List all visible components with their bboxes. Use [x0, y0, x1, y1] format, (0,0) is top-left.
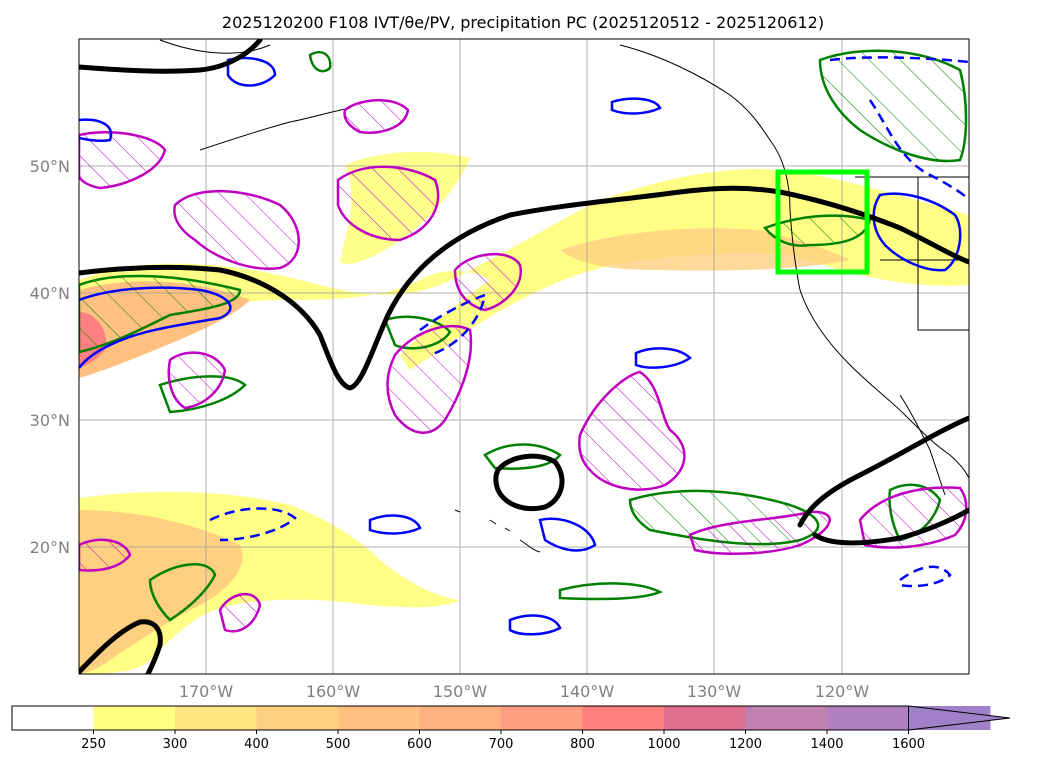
hawaii-islands [454, 509, 541, 553]
magenta-blob-3 [343, 99, 410, 134]
magenta-blob-4 [79, 131, 167, 190]
colorbar: 250 300 400 500 600 700 800 1000 1200 1400 1600 [11, 705, 1011, 752]
lon-tick-label: 130°W [687, 682, 742, 701]
magenta-blob-9 [688, 510, 831, 555]
magenta-blob-8 [578, 370, 686, 491]
magenta-blob-1 [173, 189, 300, 270]
blue-dash-south [209, 507, 297, 542]
magenta-blob-10 [79, 538, 132, 572]
lat-tick-label: 50°N [30, 157, 70, 176]
baja-peninsula [899, 394, 946, 496]
blue-top-center [610, 97, 662, 115]
blue-nw [79, 118, 113, 143]
ivt-band-north [79, 169, 969, 376]
colorbar-tick-label: 1400 [810, 737, 843, 752]
colorbar-tick-label: 1200 [729, 737, 762, 752]
colorbar-tick-label: 300 [163, 737, 188, 752]
colorbar-segment [419, 706, 502, 730]
map-frame [78, 38, 970, 675]
green-oregon [762, 214, 872, 247]
pv-nw [79, 39, 263, 74]
magenta-blob-6 [386, 325, 473, 434]
green-south-center [558, 582, 664, 601]
green-south-west [148, 563, 217, 622]
coastline-alaska [159, 39, 271, 54]
blue-dash-southeast [899, 565, 952, 588]
colorbar-segment [256, 706, 339, 730]
lon-tick-label: 150°W [433, 682, 488, 701]
blue-hawaii [368, 514, 422, 535]
blue-center [634, 347, 692, 369]
colorbar-tick-label: 600 [407, 737, 432, 752]
lon-tick-label: 140°W [560, 682, 615, 701]
colorbar-segment [664, 706, 746, 730]
colorbar-segment [338, 706, 420, 730]
colorbar-tick-label: 1000 [647, 737, 680, 752]
colorbar-segment [745, 706, 828, 730]
blue-contours [79, 56, 969, 636]
colorbar-tick-label: 700 [489, 737, 514, 752]
colorbar-tick-label: 1600 [892, 737, 925, 752]
lat-tick-label: 20°N [30, 538, 70, 557]
green-hawaii-east [483, 443, 562, 470]
blue-dash-mid [419, 293, 487, 357]
green-nw-small [308, 51, 332, 73]
map-panel [78, 38, 970, 675]
coastline-aleutian [199, 107, 351, 151]
pv-contours [79, 39, 969, 674]
lon-tick-label: 120°W [815, 682, 870, 701]
blue-nw2 [226, 56, 277, 87]
colorbar-tick-label: 250 [81, 737, 106, 752]
magenta-blob-2 [336, 165, 440, 242]
colorbar-tick-label: 400 [244, 737, 269, 752]
theta-e-regions [79, 99, 968, 633]
colorbar-segment [501, 706, 583, 730]
magenta-blob-11 [218, 593, 262, 633]
blue-south2 [508, 614, 562, 636]
colorbar-tick-label: 500 [326, 737, 351, 752]
magenta-blob-5 [453, 252, 523, 312]
pv-ring [493, 453, 565, 512]
lat-tick-labels: 50°N 40°N 30°N 20°N [30, 157, 70, 557]
green-west [79, 274, 242, 354]
blue-oregon [872, 192, 962, 272]
colorbar-segment [582, 706, 665, 730]
magenta-blob-7 [167, 351, 227, 410]
colorbar-segment [12, 706, 94, 730]
pv-main [79, 185, 969, 391]
colorbar-segment [175, 706, 257, 730]
lat-tick-label: 30°N [30, 411, 70, 430]
colorbar-segment [827, 706, 909, 730]
highlight-box [775, 169, 870, 275]
lat-tick-label: 40°N [30, 284, 70, 303]
blue-south [538, 517, 597, 552]
colorbar-frame [11, 705, 909, 731]
lon-tick-labels: 170°W 160°W 150°W 140°W 130°W 120°W [179, 682, 870, 701]
colorbar-segment [93, 706, 176, 730]
green-ne [818, 49, 968, 163]
lon-tick-label: 170°W [179, 682, 234, 701]
pv-southwest [79, 619, 163, 674]
blue-west [79, 286, 232, 369]
blue-ne-dash [829, 56, 969, 201]
pv-southeast [797, 415, 969, 546]
lon-tick-label: 160°W [306, 682, 361, 701]
figure-title: 2025120200 F108 IVT/θe/PV, precipitation… [222, 13, 824, 32]
colorbar-tick-label: 800 [570, 737, 595, 752]
